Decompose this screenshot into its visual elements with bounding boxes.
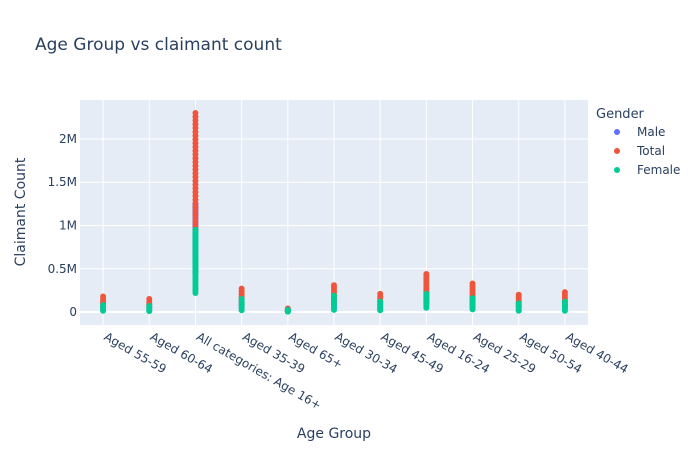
point-total: [377, 290, 384, 297]
point-female: [561, 298, 568, 305]
point-total: [561, 289, 568, 296]
point-female: [423, 290, 430, 297]
legend: Gender Male Total Female: [596, 107, 680, 177]
chart-title: Age Group vs claimant count: [35, 35, 282, 55]
point-female: [284, 306, 291, 313]
point-female: [238, 296, 245, 303]
point-female: [377, 298, 384, 305]
point-total: [192, 109, 199, 116]
point-total: [515, 291, 522, 298]
y-axis-title: Claimant Count: [13, 157, 29, 266]
y-axis-ticks: 0 0.5M 1M 1.5M 2M: [48, 132, 77, 319]
point-female: [469, 295, 476, 302]
point-total: [469, 280, 476, 287]
point-total: [331, 282, 337, 289]
point-female: [515, 300, 522, 307]
point-female: [100, 302, 107, 309]
point-total: [100, 293, 107, 300]
legend-label-male: Male: [637, 125, 665, 139]
legend-label-female: Female: [637, 163, 680, 177]
point-female: [192, 226, 199, 233]
point-total: [238, 285, 245, 292]
y-tick-label: 0.5M: [48, 262, 77, 276]
point-female: [331, 292, 337, 299]
y-tick-label: 0: [69, 305, 77, 319]
data-points: [100, 109, 568, 315]
y-tick-label: 1M: [59, 218, 77, 232]
point-total: [146, 296, 153, 303]
legend-marker-female: [614, 167, 620, 173]
y-tick-label: 1.5M: [48, 175, 77, 189]
point-female: [146, 302, 153, 309]
legend-marker-male: [614, 129, 620, 135]
point-total: [423, 270, 430, 277]
legend-marker-total: [614, 148, 620, 154]
y-tick-label: 2M: [59, 132, 77, 146]
legend-label-total: Total: [636, 144, 665, 158]
x-axis-title: Age Group: [297, 426, 371, 442]
legend-title: Gender: [596, 107, 645, 122]
